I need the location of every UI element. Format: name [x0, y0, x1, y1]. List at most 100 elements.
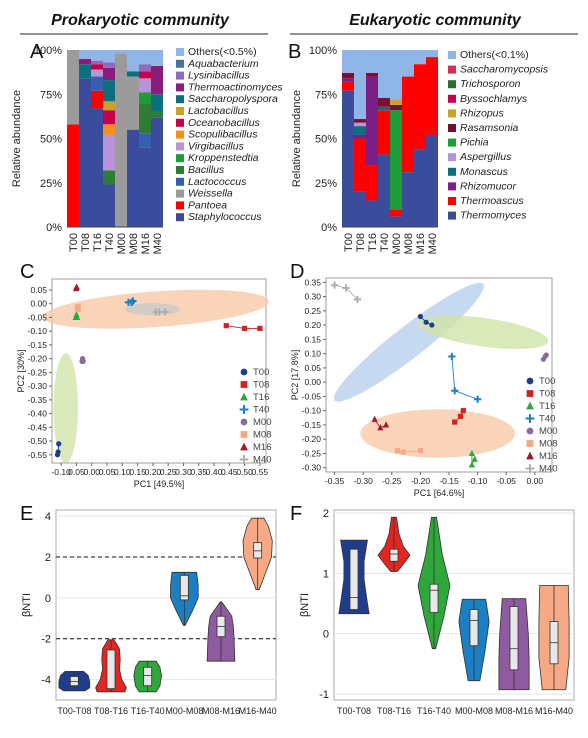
x-tick-label: T16-T40	[417, 706, 451, 716]
legend-swatch	[176, 107, 184, 115]
data-point	[526, 401, 534, 410]
y-tick-label: -0.15	[28, 340, 48, 350]
y-tick-label: 0.30	[304, 292, 321, 302]
data-point	[417, 448, 424, 454]
data-point	[417, 313, 424, 320]
violin-box	[349, 548, 359, 610]
bar-segment	[414, 64, 426, 150]
y-tick-label: -0.35	[28, 395, 48, 405]
x-tick-label: T00	[68, 233, 80, 252]
legend-label: Staphylococcus	[188, 211, 262, 223]
legend-label: M40	[253, 455, 271, 466]
violin-box	[253, 542, 263, 559]
legend-swatch	[176, 83, 184, 92]
legend-label: Aspergillus	[459, 151, 512, 163]
x-tick-label: M00-M08	[165, 706, 203, 716]
bar-segment	[91, 69, 103, 77]
data-point	[468, 449, 475, 457]
panel-letter: B	[288, 41, 301, 63]
bar-segment	[342, 73, 354, 79]
x-tick-label: M08-M16	[202, 706, 240, 716]
panel-B: B Relative abundance 0% 25% 50% 75% 100% T00 T08…	[288, 41, 549, 254]
y-tick-label: -0.25	[302, 448, 322, 458]
x-tick-label: 0.05	[68, 467, 85, 477]
x-tick-label: M08-M16	[495, 706, 533, 716]
x-tick-label: 0.00	[83, 467, 100, 477]
legend-swatch	[176, 189, 184, 198]
bar-segment	[127, 50, 139, 72]
bar-segment	[402, 172, 414, 227]
data-point	[526, 390, 534, 397]
y-tick-label: -0.05	[302, 391, 322, 401]
bar-segment	[426, 57, 438, 135]
group-link	[454, 390, 478, 400]
legend-swatch	[176, 166, 184, 174]
legend-swatch	[448, 182, 456, 191]
bar-segment	[426, 134, 438, 227]
x-tick-label: -0.35	[325, 476, 345, 486]
bar-segment	[390, 50, 402, 100]
legend-label: M16	[253, 442, 271, 453]
violin-box	[106, 649, 116, 690]
data-point	[371, 415, 378, 422]
y-tick-label: 0.35	[304, 277, 321, 287]
x-tick-label: M40	[427, 233, 439, 254]
data-point	[457, 413, 464, 419]
x-tick-label: 0.55	[252, 467, 269, 477]
data-point	[543, 352, 549, 358]
y-tick-label: 50%	[315, 134, 337, 146]
violin-box	[429, 583, 439, 613]
legend-label: Aquabacterium	[187, 58, 259, 70]
y-axis-label: PC2 [30%]	[16, 349, 26, 392]
x-tick-label: -0.20	[411, 476, 431, 486]
x-tick-label: -0.15	[439, 476, 459, 486]
legend-label: Saccharomycopsis	[460, 64, 549, 76]
group-link	[345, 287, 358, 300]
data-point	[257, 325, 263, 332]
bar-segment	[366, 76, 378, 166]
legend-label: T40	[539, 414, 555, 425]
data-point	[377, 424, 384, 431]
y-tick-label: -0.30	[302, 463, 322, 473]
group-link	[403, 450, 421, 453]
bar-segment	[354, 50, 366, 120]
bar-segment	[103, 184, 115, 227]
bar-segment	[103, 124, 115, 135]
x-tick-label: T08-T16	[377, 706, 411, 716]
group-ellipse	[53, 353, 78, 463]
data-point	[54, 452, 61, 458]
bar-segment	[390, 209, 402, 217]
x-tick-label: M16	[415, 233, 427, 254]
bar-segment	[342, 50, 354, 74]
bar-segment	[103, 110, 115, 125]
legend-swatch	[176, 95, 184, 104]
bar-segment	[151, 117, 163, 227]
bar-segment	[151, 50, 163, 66]
bar-segment	[378, 97, 390, 107]
legend-swatch	[448, 94, 456, 103]
header-prokaryotic: Prokaryotic community	[51, 12, 230, 29]
data-point	[79, 358, 85, 364]
y-tick-label: 0.00	[30, 299, 47, 309]
bar-segment	[79, 50, 91, 59]
y-axis-label: βNTI	[299, 593, 311, 617]
legend-swatch	[176, 154, 184, 163]
x-tick-label: 0.50	[236, 467, 253, 477]
legend-label: T40	[253, 405, 269, 416]
legend-swatch	[448, 153, 456, 162]
bar-segment	[103, 50, 115, 63]
violin-box	[389, 548, 399, 562]
bar-segment	[151, 111, 163, 118]
y-tick-label: -0.15	[302, 420, 322, 430]
data-point	[400, 449, 406, 455]
x-axis-label: PC1 [49.5%]	[134, 479, 185, 489]
y-tick-label: -0.10	[28, 326, 48, 336]
violin-box	[69, 676, 79, 687]
bar-segment	[390, 216, 402, 227]
legend-label: Thermoascus	[460, 195, 524, 207]
y-axis-label: Relative abundance	[291, 90, 303, 187]
bar-segment	[103, 80, 115, 102]
bar-segment	[127, 76, 139, 130]
bar-segment	[139, 133, 151, 148]
